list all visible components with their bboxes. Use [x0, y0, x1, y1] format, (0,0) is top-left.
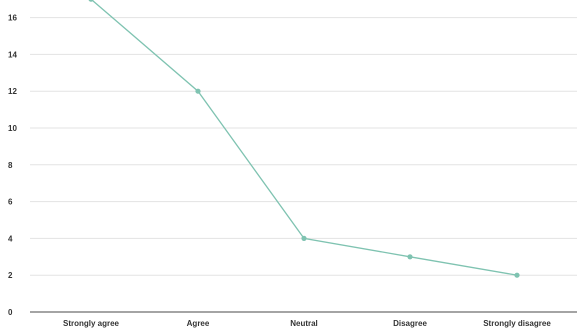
y-tick-label: 14: [8, 50, 17, 59]
y-tick-label: 10: [8, 124, 17, 133]
y-tick-label: 2: [8, 271, 13, 280]
x-axis-ticks: Strongly agree Agree Neutral Disagree Strong…: [63, 319, 551, 328]
series-line: [90, 0, 518, 276]
x-tick-label: Disagree: [393, 319, 427, 328]
data-point: [514, 272, 520, 278]
x-tick-label: Agree: [187, 319, 210, 328]
y-tick-label: 8: [8, 161, 13, 170]
x-tick-label: Strongly disagree: [483, 319, 551, 328]
y-tick-label: 16: [8, 14, 17, 23]
y-tick-label: 6: [8, 198, 13, 207]
gridlines: [30, 17, 577, 313]
y-axis-ticks: 0 2 4 6 8 10 12 14 16: [8, 14, 17, 317]
y-tick-label: 12: [8, 87, 17, 96]
data-point: [195, 88, 201, 94]
x-tick-label: Neutral: [290, 319, 318, 328]
data-point: [88, 0, 94, 2]
series-layer: [88, 0, 520, 278]
y-tick-label: 0: [8, 308, 13, 317]
data-point: [407, 254, 413, 260]
y-tick-label: 4: [8, 234, 13, 243]
data-point: [301, 235, 307, 241]
x-tick-label: Strongly agree: [63, 319, 120, 328]
